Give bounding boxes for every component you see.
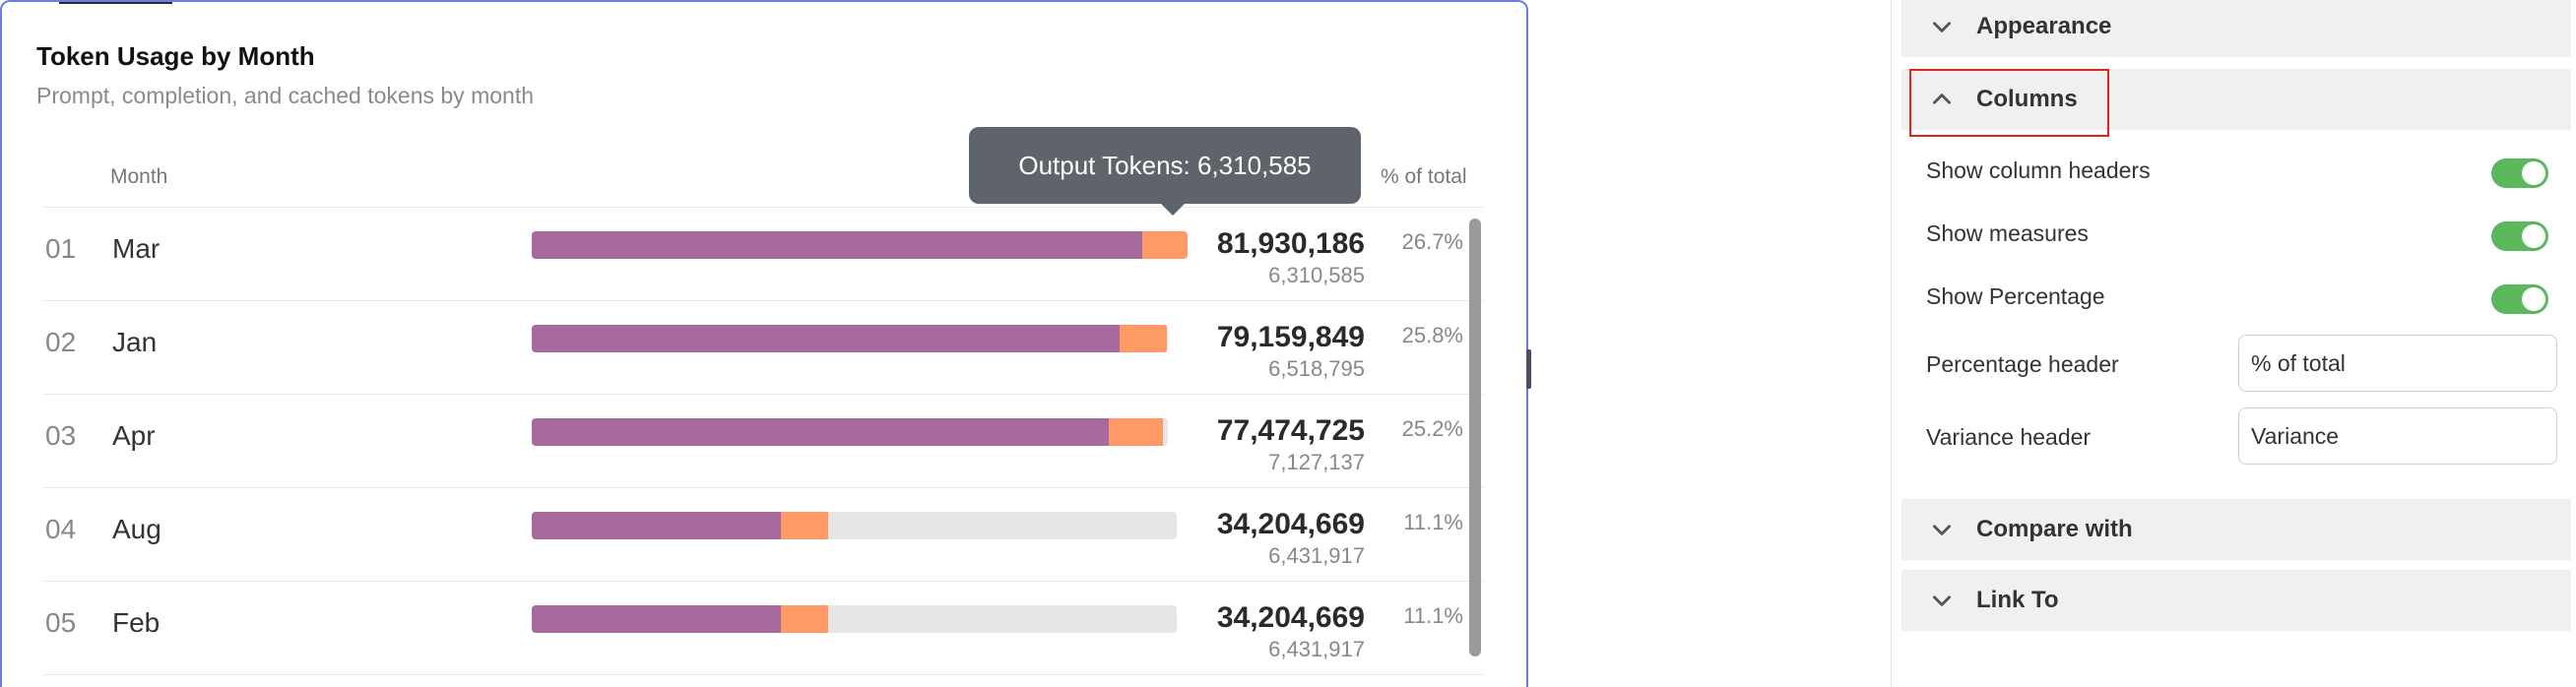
bar-segment-output[interactable]: [1142, 231, 1188, 259]
column-header-percent[interactable]: % of total: [1381, 165, 1467, 188]
chevron-down-icon: [1929, 588, 1955, 613]
bar-segment-output[interactable]: [781, 605, 828, 633]
bar-segment-output[interactable]: [781, 512, 828, 539]
row-output-value: 6,518,795: [1268, 356, 1365, 381]
bar-segment-prompt[interactable]: [532, 605, 781, 633]
table-row[interactable]: 05 Feb 34,204,669 6,431,917 11.1%: [43, 582, 1483, 675]
table-row[interactable]: 02 Jan 79,159,849 6,518,795 25.8%: [43, 301, 1483, 395]
bar-track: [532, 325, 1168, 352]
table-row[interactable]: 03 Apr 77,474,725 7,127,137 25.2%: [43, 395, 1483, 488]
settings-panel: Appearance Columns Compare with Link To: [1891, 0, 2576, 687]
percentage-header-input[interactable]: [2238, 335, 2557, 392]
section-appearance[interactable]: Appearance: [1901, 0, 2571, 57]
row-output-value: 6,431,917: [1268, 637, 1365, 661]
chevron-up-icon: [1929, 87, 1955, 112]
variance-header-label: Variance header: [1926, 424, 2092, 450]
show-measures-toggle[interactable]: [2491, 221, 2548, 251]
row-index: 01: [45, 233, 77, 264]
row-output-value: 6,310,585: [1268, 263, 1365, 287]
row-index: 04: [45, 514, 77, 544]
row-output-value: 6,431,917: [1268, 543, 1365, 568]
chart-card: Token Usage by Month Prompt, completion,…: [0, 0, 1528, 687]
row-value: 77,474,725: [1216, 414, 1365, 447]
bar-segment-prompt[interactable]: [532, 231, 1142, 259]
table-row[interactable]: 01 Mar 81,930,186 6,310,585 26.7%: [43, 208, 1483, 301]
bar-tooltip: Output Tokens: 6,310,585: [969, 127, 1361, 216]
section-appearance-label: Appearance: [1976, 13, 2112, 39]
row-month: Aug: [112, 514, 161, 544]
resize-handle[interactable]: [1526, 349, 1531, 389]
header-divider: [43, 207, 1483, 208]
bar-segment-prompt[interactable]: [532, 325, 1120, 352]
show-measures-label: Show measures: [1926, 220, 2089, 246]
row-percent: 11.1%: [1403, 510, 1463, 534]
chart-title: Token Usage by Month: [36, 41, 315, 71]
row-percent: 26.7%: [1401, 229, 1463, 254]
bar-segment-prompt[interactable]: [532, 512, 781, 539]
show-column-headers-label: Show column headers: [1926, 157, 2151, 183]
row-month: Mar: [112, 233, 161, 264]
row-percent: 11.1%: [1403, 603, 1463, 628]
bar-track: [532, 512, 1177, 539]
section-link-to[interactable]: Link To: [1901, 570, 2571, 631]
row-value: 34,204,669: [1216, 601, 1365, 634]
row-index: 03: [45, 420, 77, 451]
card-top-indicator: [59, 2, 172, 4]
section-columns[interactable]: Columns: [1901, 69, 2571, 130]
row-output-value: 7,127,137: [1268, 450, 1365, 474]
bar-track: [532, 231, 1188, 259]
row-percent: 25.8%: [1401, 323, 1463, 347]
percentage-header-label: Percentage header: [1926, 351, 2119, 377]
row-month: Feb: [112, 607, 161, 638]
column-header-month[interactable]: Month: [110, 165, 168, 188]
row-percent: 25.2%: [1401, 416, 1463, 441]
bar-track: [532, 605, 1177, 633]
vertical-scrollbar[interactable]: [1469, 219, 1481, 656]
section-columns-label: Columns: [1976, 86, 2078, 112]
row-month: Jan: [112, 327, 158, 357]
row-value: 81,930,186: [1216, 227, 1365, 260]
row-index: 05: [45, 607, 77, 638]
bar-segment-output[interactable]: [1120, 325, 1167, 352]
section-link-to-label: Link To: [1976, 587, 2059, 613]
section-compare-with-label: Compare with: [1976, 516, 2133, 542]
row-month: Apr: [112, 420, 156, 451]
show-column-headers-toggle[interactable]: [2491, 158, 2548, 188]
table-row[interactable]: 04 Aug 34,204,669 6,431,917 11.1%: [43, 488, 1483, 582]
variance-header-input[interactable]: [2238, 407, 2557, 465]
section-compare-with[interactable]: Compare with: [1901, 499, 2571, 560]
bar-track: [532, 418, 1168, 446]
row-value: 34,204,669: [1216, 508, 1365, 540]
chart-subtitle: Prompt, completion, and cached tokens by…: [36, 83, 535, 108]
bar-segment-prompt[interactable]: [532, 418, 1109, 446]
bar-segment-output[interactable]: [1109, 418, 1163, 446]
row-value: 79,159,849: [1216, 321, 1365, 353]
columns-focus-highlight: [1909, 69, 2109, 137]
show-percentage-toggle[interactable]: [2491, 284, 2548, 314]
chevron-down-icon: [1929, 517, 1955, 542]
row-index: 02: [45, 327, 77, 357]
chevron-down-icon: [1929, 14, 1955, 39]
show-percentage-label: Show Percentage: [1926, 283, 2105, 309]
